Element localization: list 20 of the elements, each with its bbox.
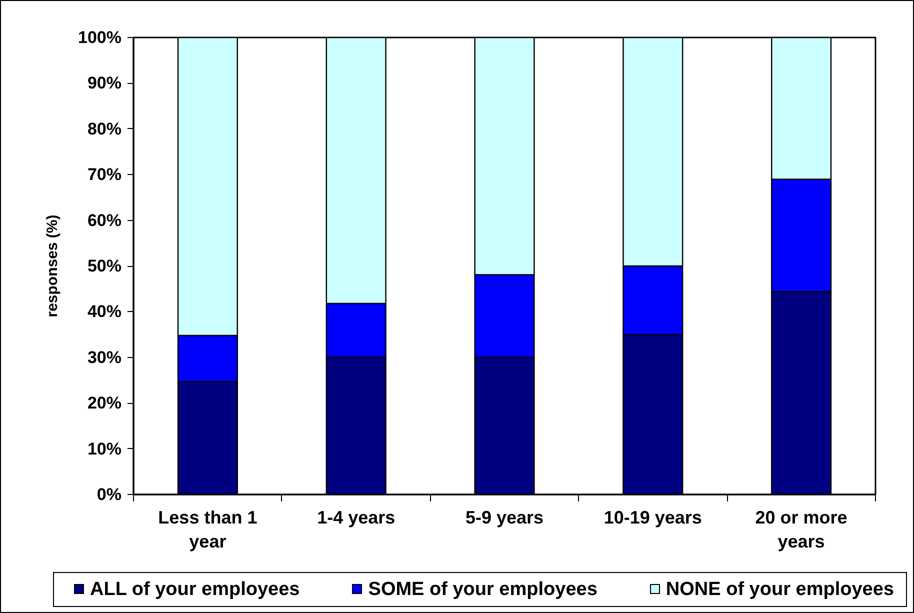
y-tick-label: 30% xyxy=(87,348,122,367)
y-tick-label: 50% xyxy=(87,256,122,276)
y-tick-label: 60% xyxy=(87,210,122,230)
y-tick-label: 40% xyxy=(87,302,122,322)
y-tick-label: 70% xyxy=(87,165,122,184)
x-tick-label: 5-9 years xyxy=(465,508,544,528)
y-tick-label: 90% xyxy=(87,74,122,93)
legend-label: SOME of your employees xyxy=(368,578,598,602)
x-tick-label: 1-4 years xyxy=(317,508,396,528)
y-tick-label: 80% xyxy=(87,119,122,138)
legend-label: ALL of your employees xyxy=(90,578,300,602)
y-tick-label: 20% xyxy=(87,394,122,413)
y-axis-title: responses (%) xyxy=(44,214,62,318)
x-tick-label: Less than 1 year xyxy=(158,508,258,552)
y-tick-label: 10% xyxy=(87,439,122,458)
x-tick-label: 20 or more years xyxy=(755,508,848,552)
legend-label: NONE of your employees xyxy=(666,578,894,602)
y-tick-label: 100% xyxy=(78,28,122,47)
x-tick-label: 10-19 years xyxy=(604,508,702,528)
y-tick-label: 0% xyxy=(96,485,122,504)
